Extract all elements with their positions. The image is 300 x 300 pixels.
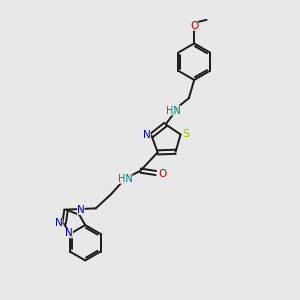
Text: N: N	[55, 218, 63, 228]
Text: HN: HN	[118, 174, 133, 184]
Text: S: S	[182, 129, 189, 139]
Text: HN: HN	[166, 106, 181, 116]
Text: O: O	[158, 169, 167, 179]
Text: O: O	[190, 21, 198, 31]
Text: N: N	[77, 205, 85, 215]
Text: N: N	[143, 130, 151, 140]
Text: N: N	[65, 228, 73, 238]
